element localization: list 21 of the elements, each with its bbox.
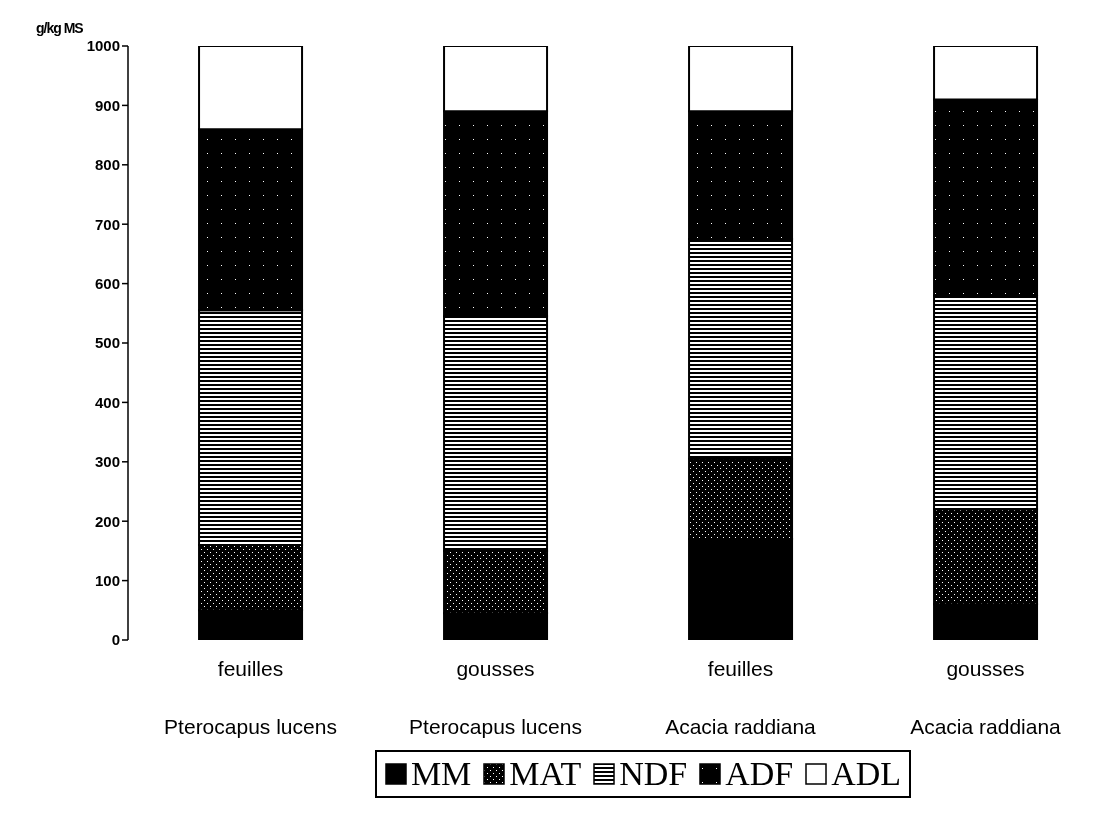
y-tick-label: 600	[94, 274, 120, 292]
y-tick-label: 100	[94, 571, 120, 589]
y-tick-label: 900	[94, 96, 120, 114]
category-label: feuilles Pterocapus lucens	[164, 657, 337, 738]
y-tick-label: 1000	[86, 37, 120, 55]
legend-label: ADF	[724, 754, 794, 794]
y-tick-label: 300	[94, 453, 120, 471]
legend-label: MM	[409, 754, 472, 794]
y-tick-label: 700	[94, 215, 120, 233]
y-tick-label: 0	[111, 631, 120, 649]
y-tick-label: 500	[94, 334, 120, 352]
legend-label: ADL	[830, 754, 902, 794]
category-label: gousses Pterocapus lucens	[409, 657, 582, 738]
y-tick-label: 800	[94, 156, 120, 174]
y-axis-title: g/kg MS	[36, 20, 83, 36]
y-tick-label: 400	[94, 393, 120, 411]
y-tick-label: 200	[94, 512, 120, 530]
category-label: gousses Acacia raddiana	[910, 657, 1061, 738]
legend-label: NDF	[618, 754, 688, 794]
category-label: feuilles Acacia raddiana	[665, 657, 816, 738]
legend-label: MAT	[508, 754, 582, 794]
